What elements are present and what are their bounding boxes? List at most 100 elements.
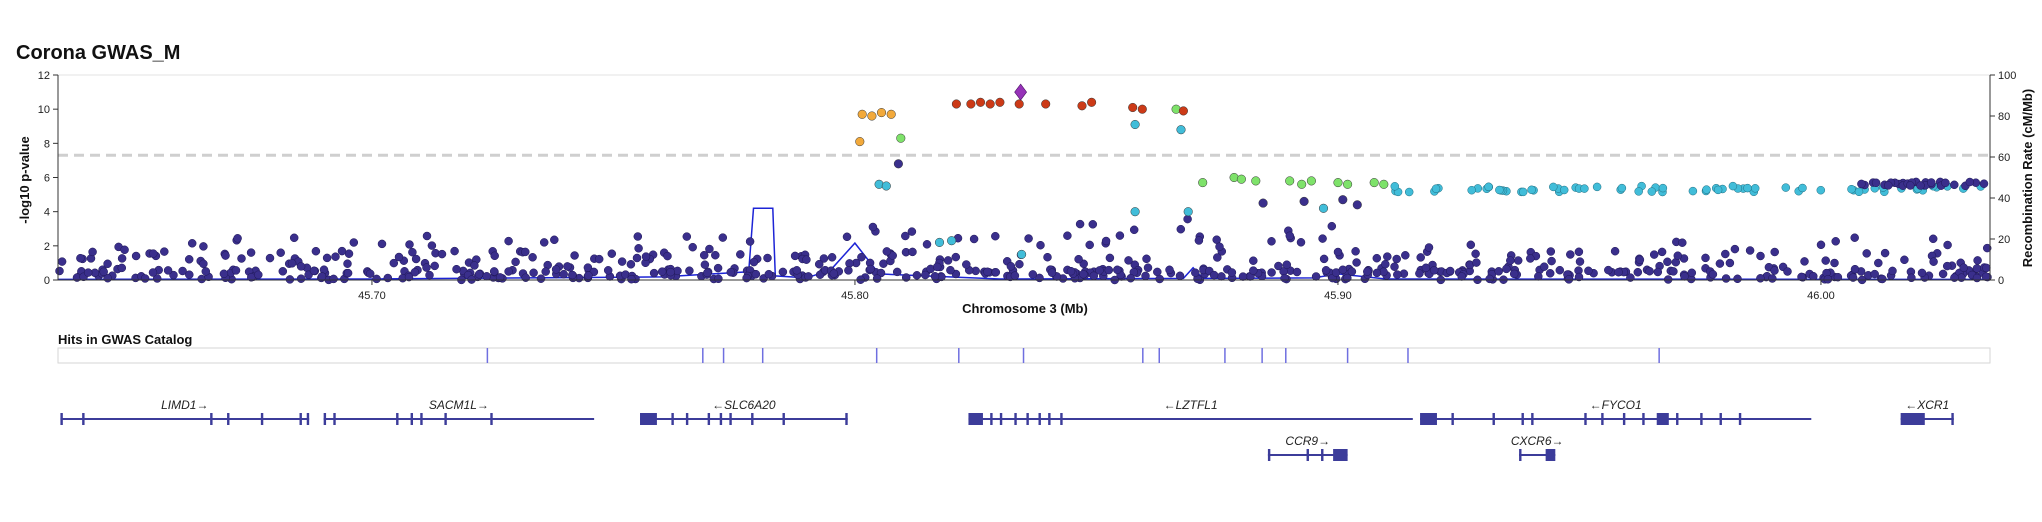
variant-point: [1657, 247, 1667, 257]
gene-exon: [1700, 413, 1703, 425]
gene[interactable]: ←SLC6A20: [640, 398, 848, 425]
gene[interactable]: ←XCR1: [1900, 398, 1954, 425]
variant-point: [1311, 272, 1321, 281]
variant-point: [711, 250, 720, 260]
variant-point: [736, 250, 745, 259]
variant-point: [1647, 187, 1657, 196]
variant-point: [1604, 265, 1613, 275]
variant-point: [1319, 254, 1329, 264]
variant-point: [1518, 187, 1528, 197]
variant-point: [1017, 249, 1027, 259]
variant-point: [1379, 179, 1389, 189]
variant-point: [1343, 179, 1353, 189]
variant-point: [876, 108, 887, 118]
variant-point: [1730, 244, 1740, 254]
variant-point: [1617, 183, 1627, 193]
gene-exon: [210, 413, 213, 425]
variant-point: [1104, 265, 1114, 275]
variant-point: [1907, 273, 1916, 283]
variant-point: [749, 257, 759, 267]
variant-point: [922, 240, 932, 249]
variant-point: [1494, 267, 1503, 276]
gene[interactable]: CXCR6→: [1511, 434, 1564, 461]
variant-point: [819, 254, 829, 263]
variant-point: [149, 249, 158, 258]
variant-point: [829, 269, 839, 278]
variant-point: [1372, 253, 1382, 263]
variant-point: [452, 264, 461, 274]
variant-point: [1566, 250, 1575, 259]
variant-point: [1756, 274, 1765, 283]
variant-point: [495, 273, 505, 282]
x-tick-label: 45.80: [841, 290, 869, 302]
variant-point: [1484, 182, 1493, 192]
variant-point: [1857, 179, 1866, 189]
variant-point: [1217, 272, 1226, 281]
variant-point: [1649, 250, 1659, 259]
variant-point: [490, 251, 499, 261]
variant-point: [1821, 256, 1830, 265]
gene-exon: [707, 413, 711, 425]
y-tick-label: 12: [38, 70, 50, 82]
variant-point: [1101, 236, 1111, 246]
gene-exon: [1900, 413, 1925, 425]
variant-point: [1141, 271, 1150, 281]
variant-point: [1959, 263, 1968, 272]
variant-point: [1756, 251, 1765, 261]
variant-point: [792, 266, 802, 275]
variant-point: [1183, 207, 1193, 217]
variant-point: [1878, 274, 1887, 284]
variant-point: [1942, 261, 1952, 271]
variant-point: [568, 270, 577, 280]
variant-point: [1176, 224, 1186, 234]
variant-point: [1183, 214, 1192, 224]
gene[interactable]: LIMD1→: [60, 398, 310, 425]
variant-point: [1900, 255, 1909, 265]
variant-point: [1743, 183, 1752, 193]
variant-point: [804, 272, 813, 281]
variant-point: [511, 257, 520, 267]
variant-point: [1701, 253, 1710, 263]
variant-point: [857, 252, 866, 262]
variant-point: [1128, 102, 1138, 113]
gene-exon: [1622, 413, 1626, 425]
variant-point: [219, 269, 229, 279]
variant-point: [1669, 267, 1678, 276]
gene[interactable]: SACM1L→: [323, 398, 595, 425]
variant-point: [1725, 258, 1735, 268]
y2-tick-label: 60: [1998, 152, 2010, 164]
recombination-rate-line: [57, 207, 1991, 281]
variant-point: [1663, 257, 1672, 267]
gene-track: LIMD1→ SACM1L→ ←SLC6A20 ←LZTFL1 ←FYCO1 ←XCR1 C…: [60, 398, 1954, 461]
variant-point: [1429, 266, 1439, 275]
variant-point: [603, 266, 613, 275]
variant-point: [866, 264, 875, 274]
variant-point: [331, 252, 340, 261]
variant-point: [570, 251, 579, 260]
variant-point: [276, 248, 285, 257]
gene-label: CCR9→: [1285, 434, 1330, 448]
gene-exon: [1656, 413, 1669, 425]
variant-point: [1982, 243, 1992, 253]
gene-label: ←XCR1: [1905, 398, 1949, 412]
variant-point: [1333, 247, 1343, 257]
variant-point: [231, 266, 241, 275]
x-tick-label: 46.00: [1807, 290, 1835, 302]
variant-point: [1095, 266, 1104, 275]
recombination-rate-path: [57, 207, 1991, 281]
variant-point: [1721, 249, 1730, 259]
variant-point: [278, 267, 288, 276]
gene[interactable]: CCR9→: [1267, 434, 1348, 461]
gene-exon: [1545, 449, 1556, 461]
gene[interactable]: ←FYCO1: [1420, 398, 1812, 425]
gwas-catalog-title: Hits in GWAS Catalog: [58, 332, 192, 347]
plot-area-border: [57, 74, 1991, 281]
gene-exon: [60, 413, 63, 425]
y2-tick-label: 80: [1998, 111, 2010, 123]
gene[interactable]: ←LZTFL1: [968, 398, 1413, 425]
variant-point: [1085, 240, 1094, 250]
variant-point: [1087, 97, 1097, 107]
variant-point: [169, 270, 178, 280]
gene-exon: [782, 413, 785, 425]
gene-exon: [1014, 413, 1017, 425]
